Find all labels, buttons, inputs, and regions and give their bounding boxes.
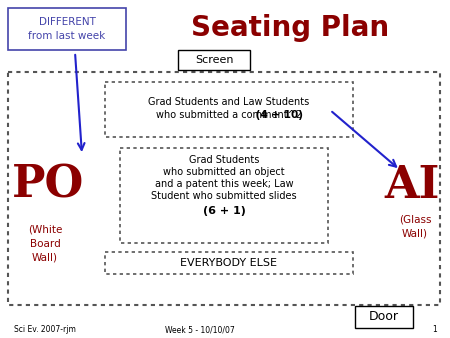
- Text: (Glass
Wall): (Glass Wall): [399, 215, 431, 239]
- Text: and a patent this week; Law: and a patent this week; Law: [155, 179, 293, 189]
- Text: Grad Students and Law Students: Grad Students and Law Students: [148, 97, 310, 107]
- Bar: [120, 148, 328, 243]
- Bar: [178, 50, 250, 70]
- Text: Grad Students: Grad Students: [189, 155, 259, 165]
- Text: who submitted a comment^2: who submitted a comment^2: [156, 110, 302, 120]
- Text: Sci Ev. 2007-rjm: Sci Ev. 2007-rjm: [14, 325, 76, 335]
- Bar: [8, 72, 440, 305]
- Bar: [8, 8, 126, 50]
- Text: Screen: Screen: [195, 55, 233, 65]
- Text: Seating Plan: Seating Plan: [191, 14, 389, 42]
- Text: Week 5 - 10/10/07: Week 5 - 10/10/07: [165, 325, 235, 335]
- Bar: [355, 306, 413, 328]
- Bar: [105, 82, 353, 137]
- Text: AI: AI: [384, 164, 440, 207]
- Text: PO: PO: [12, 164, 84, 207]
- Text: who submitted an object: who submitted an object: [163, 167, 285, 177]
- Text: Door: Door: [369, 311, 399, 323]
- Text: DIFFERENT
from last week: DIFFERENT from last week: [28, 17, 106, 41]
- Text: Student who submitted slides: Student who submitted slides: [151, 191, 297, 201]
- Text: (White
Board
Wall): (White Board Wall): [28, 225, 62, 263]
- Text: EVERYBODY ELSE: EVERYBODY ELSE: [180, 258, 278, 268]
- Text: (6 + 1): (6 + 1): [202, 206, 245, 216]
- Text: (4 + 10): (4 + 10): [252, 110, 302, 120]
- Text: 1: 1: [432, 325, 437, 335]
- Bar: [105, 252, 353, 274]
